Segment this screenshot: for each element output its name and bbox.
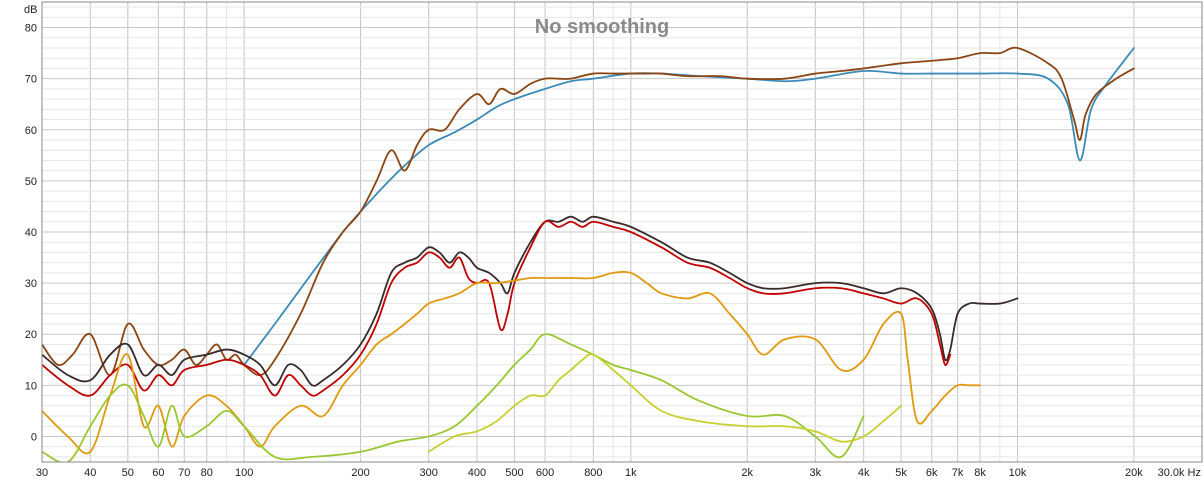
series-line-7 — [427, 353, 903, 453]
series-line-5 — [42, 271, 981, 455]
y-axis-label: dB — [24, 4, 37, 16]
x-tick-label: 3k — [810, 467, 822, 479]
x-tick-label: 5k — [895, 467, 907, 479]
plot-frame — [41, 1, 1203, 463]
x-tick-label: 100 — [235, 467, 253, 479]
x-tick-label: 20k — [1125, 467, 1143, 479]
x-tick-label: 300 — [419, 467, 437, 479]
axis-ticks: 30 40 50 60 70 80 100 200 300 400 500 600 800 1k 2k 3k 4… — [25, 23, 1201, 479]
x-tick-label: 500 — [505, 467, 523, 479]
x-tick-label: 70 — [178, 467, 190, 479]
series-line-3 — [42, 215, 1019, 387]
y-tick-label: 60 — [25, 125, 37, 137]
plot-series — [42, 46, 1135, 462]
x-tick-label: 10k — [1009, 467, 1027, 479]
y-tick-label: 10 — [25, 380, 37, 392]
chart-title: No smoothing — [535, 16, 669, 38]
x-tick-label: 2k — [741, 467, 753, 479]
y-tick-label: 80 — [25, 23, 37, 35]
x-tick-label: 50 — [122, 467, 134, 479]
y-tick-label: 50 — [25, 176, 37, 188]
x-tick-label: 4k — [858, 467, 870, 479]
x-tick-label: 800 — [584, 467, 602, 479]
x-tick-label: 600 — [536, 467, 554, 479]
y-tick-label: 70 — [25, 74, 37, 86]
x-tick-label: 30 — [36, 467, 48, 479]
x-tick-label: 6k — [926, 467, 938, 479]
x-tick-label: 1k — [625, 467, 637, 479]
series-line-2 — [42, 46, 1135, 377]
y-tick-label: 40 — [25, 227, 37, 239]
series-line-6 — [42, 333, 865, 462]
x-tick-label: 40 — [84, 467, 96, 479]
x-tick-label: 30.0k Hz — [1158, 467, 1201, 479]
x-tick-label: 400 — [468, 467, 486, 479]
x-tick-label: 7k — [952, 467, 964, 479]
x-tick-label: 80 — [201, 467, 213, 479]
y-tick-label: 30 — [25, 278, 37, 290]
x-tick-label: 200 — [351, 467, 369, 479]
y-tick-label: 20 — [25, 329, 37, 341]
x-tick-label: 60 — [152, 467, 164, 479]
y-tick-label: 0 — [31, 431, 37, 443]
x-tick-label: 8k — [974, 467, 986, 479]
